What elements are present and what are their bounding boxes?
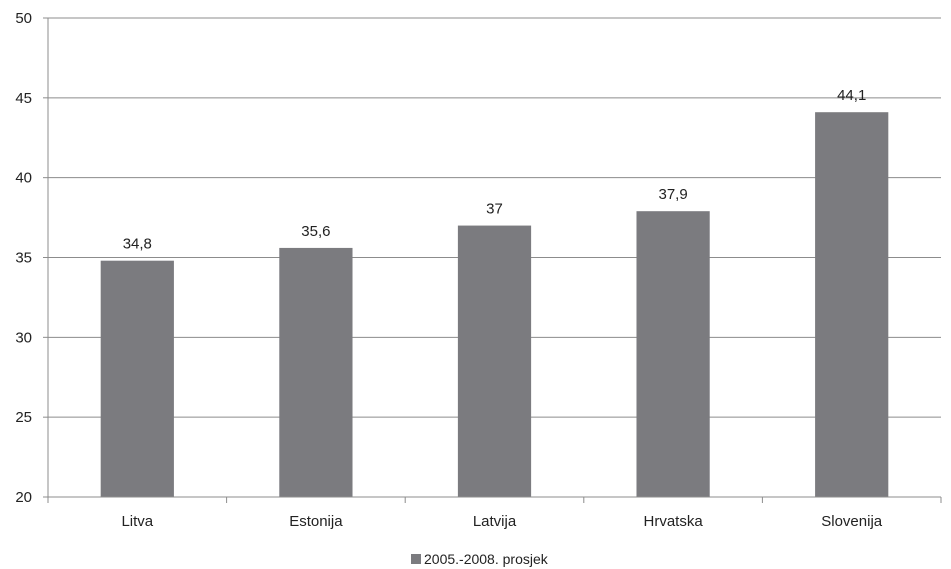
y-tick-label: 35 bbox=[15, 250, 32, 267]
y-tick-label: 25 bbox=[15, 409, 32, 426]
y-tick-label: 20 bbox=[15, 489, 32, 506]
data-label: 44,1 bbox=[837, 87, 866, 104]
y-tick-label: 40 bbox=[15, 170, 32, 187]
data-label: 34,8 bbox=[123, 236, 152, 253]
x-category-label: Estonija bbox=[289, 513, 343, 530]
legend-swatch bbox=[411, 554, 421, 564]
y-tick-label: 45 bbox=[15, 90, 32, 107]
legend: 2005.-2008. prosjek bbox=[411, 551, 549, 567]
data-label: 37 bbox=[486, 201, 503, 218]
x-category-label: Litva bbox=[121, 513, 153, 530]
x-category-label: Hrvatska bbox=[644, 513, 704, 530]
bars bbox=[100, 112, 889, 498]
y-axis-ticks: 20 25 30 35 40 45 50 bbox=[15, 10, 48, 506]
bar-hrvatska bbox=[636, 211, 710, 498]
bar-litva bbox=[100, 260, 174, 497]
y-tick-label: 50 bbox=[15, 10, 32, 27]
y-tick-label: 30 bbox=[15, 329, 32, 346]
bar-latvija bbox=[457, 225, 532, 498]
data-labels: 34,8 35,6 37 37,9 44,1 bbox=[123, 87, 867, 252]
bar-slovenija bbox=[815, 112, 889, 497]
data-label: 35,6 bbox=[301, 223, 330, 240]
x-category-label: Latvija bbox=[473, 513, 517, 530]
legend-label: 2005.-2008. prosjek bbox=[424, 551, 549, 567]
x-category-label: Slovenija bbox=[821, 513, 883, 530]
x-axis: Litva Estonija Latvija Hrvatska Slovenija bbox=[47, 18, 942, 530]
bar-estonija bbox=[279, 247, 353, 497]
data-label: 37,9 bbox=[658, 186, 687, 203]
